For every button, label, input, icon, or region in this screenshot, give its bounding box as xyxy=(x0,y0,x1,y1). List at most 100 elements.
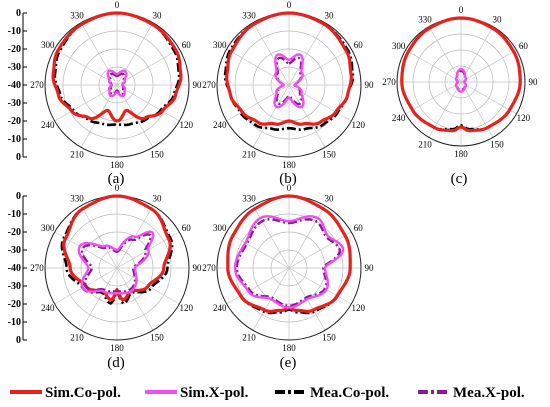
angle-tick-label: 240 xyxy=(392,113,406,123)
angle-tick-label: 0 xyxy=(459,5,464,15)
angle-tick-label: 30 xyxy=(153,11,163,21)
angle-tick-label: 240 xyxy=(213,303,227,313)
radial-tick-label: -30 xyxy=(8,245,21,256)
angle-tick-label: 120 xyxy=(352,120,366,130)
radial-tick-label: 0 xyxy=(16,335,21,346)
angle-tick-label: 60 xyxy=(519,41,529,51)
angle-tick-label: 120 xyxy=(517,113,531,123)
angle-tick-label: 90 xyxy=(193,80,203,90)
angle-tick-label: 120 xyxy=(180,120,194,130)
angle-tick-label: 0 xyxy=(115,183,120,193)
angle-tick-label: 330 xyxy=(418,15,432,25)
radial-tick-label: -20 xyxy=(8,44,21,55)
series-sim-x xyxy=(106,69,128,98)
grid-spoke xyxy=(288,22,326,86)
radial-tick-label: -10 xyxy=(8,209,21,220)
grid-spoke xyxy=(460,26,494,83)
angle-tick-label: 90 xyxy=(365,80,375,90)
angle-tick-label: 60 xyxy=(182,40,192,50)
series-sim-x xyxy=(233,215,345,309)
angle-tick-label: 210 xyxy=(242,149,256,159)
grid-spoke xyxy=(428,26,462,83)
angle-tick-label: 330 xyxy=(242,194,256,204)
radial-tick-label: -10 xyxy=(8,317,21,328)
angle-tick-label: 30 xyxy=(153,194,163,204)
grid-spoke xyxy=(116,22,154,86)
angle-tick-label: 270 xyxy=(30,80,44,90)
legend-label: Sim.Co-pol. xyxy=(45,385,121,401)
radial-tick-label: -20 xyxy=(8,299,21,310)
angle-tick-label: 90 xyxy=(193,263,203,273)
series-sim-x xyxy=(77,230,155,295)
angle-tick-label: 0 xyxy=(115,0,120,10)
series-mea-co xyxy=(53,11,181,127)
grid-spoke xyxy=(252,84,290,148)
angle-tick-label: 270 xyxy=(30,263,44,273)
angle-tick-label: 90 xyxy=(365,263,375,273)
angle-tick-label: 300 xyxy=(213,40,227,50)
series-sim-co xyxy=(225,11,353,126)
grid-spoke xyxy=(252,22,290,86)
polar-panel: 0 30 60 90 120 150 180 210 240 270 300 330 0 -10 -20 -3… xyxy=(8,183,202,371)
angle-tick-label: 330 xyxy=(242,11,256,21)
polar-panel: 0 30 60 90 120 150 180 210 240 270 300 330 (c) xyxy=(382,5,538,187)
grid-spoke xyxy=(80,205,118,269)
radial-tick-label: 0 xyxy=(16,8,21,19)
legend-label: Sim.X-pol. xyxy=(180,385,249,401)
angle-tick-label: 180 xyxy=(282,160,296,170)
angle-tick-label: 30 xyxy=(325,194,335,204)
grid-spoke xyxy=(226,84,290,122)
angle-tick-label: 330 xyxy=(70,11,84,21)
grid-spoke xyxy=(405,81,462,115)
grid-spoke xyxy=(288,205,326,269)
angle-tick-label: 120 xyxy=(352,303,366,313)
grid-spoke xyxy=(288,84,326,148)
legend: Sim.Co-pol. Sim.X-pol. Mea.Co-pol. Mea.X-po… xyxy=(10,385,525,401)
angle-tick-label: 150 xyxy=(322,149,336,159)
legend-label: Mea.Co-pol. xyxy=(310,385,389,401)
grid-spoke xyxy=(116,267,154,331)
angle-tick-label: 30 xyxy=(325,11,335,21)
grid-spoke xyxy=(116,48,180,86)
series-mea-x xyxy=(80,233,152,293)
radial-tick-label: -30 xyxy=(8,98,21,109)
radial-tick-label: -30 xyxy=(8,281,21,292)
radial-tick-label: -20 xyxy=(8,116,21,127)
panel-caption: (c) xyxy=(451,171,468,187)
polar-panel: 0 30 60 90 120 150 180 210 240 270 300 330 (e) xyxy=(202,183,374,371)
angle-tick-label: 60 xyxy=(354,223,364,233)
grid-spoke xyxy=(252,205,290,269)
panel-caption: (a) xyxy=(108,171,125,187)
angle-tick-label: 180 xyxy=(110,343,124,353)
angle-tick-label: 240 xyxy=(41,120,55,130)
angle-tick-label: 30 xyxy=(493,15,503,25)
angle-tick-label: 300 xyxy=(41,40,55,50)
series-sim-co xyxy=(62,194,172,302)
grid-spoke xyxy=(460,81,517,115)
polar-panel: 0 30 60 90 120 150 180 210 240 270 300 330 0 -10 -20 -3… xyxy=(8,0,202,187)
grid-spoke xyxy=(80,22,118,86)
series-sim-x xyxy=(454,68,468,93)
grid-spoke xyxy=(116,84,180,122)
radial-tick-label: -20 xyxy=(8,227,21,238)
angle-tick-label: 150 xyxy=(490,139,504,149)
angle-tick-label: 60 xyxy=(354,40,364,50)
radial-tick-label: 0 xyxy=(16,152,21,163)
angle-tick-label: 330 xyxy=(70,194,84,204)
series-sim-x xyxy=(273,53,305,109)
radial-tick-label: -40 xyxy=(8,80,21,91)
radial-tick-label: 0 xyxy=(16,191,21,202)
series-mea-co xyxy=(223,11,355,131)
angle-tick-label: 180 xyxy=(454,149,468,159)
series-mea-x xyxy=(108,72,126,96)
angle-tick-label: 300 xyxy=(213,223,227,233)
angle-tick-label: 60 xyxy=(182,223,192,233)
grid-spoke xyxy=(54,84,118,122)
grid-spoke xyxy=(288,267,352,305)
angle-tick-label: 210 xyxy=(242,332,256,342)
radial-tick-label: -40 xyxy=(8,263,21,274)
angle-tick-label: 90 xyxy=(529,77,539,87)
angle-tick-label: 240 xyxy=(213,120,227,130)
grid-spoke xyxy=(405,49,462,83)
